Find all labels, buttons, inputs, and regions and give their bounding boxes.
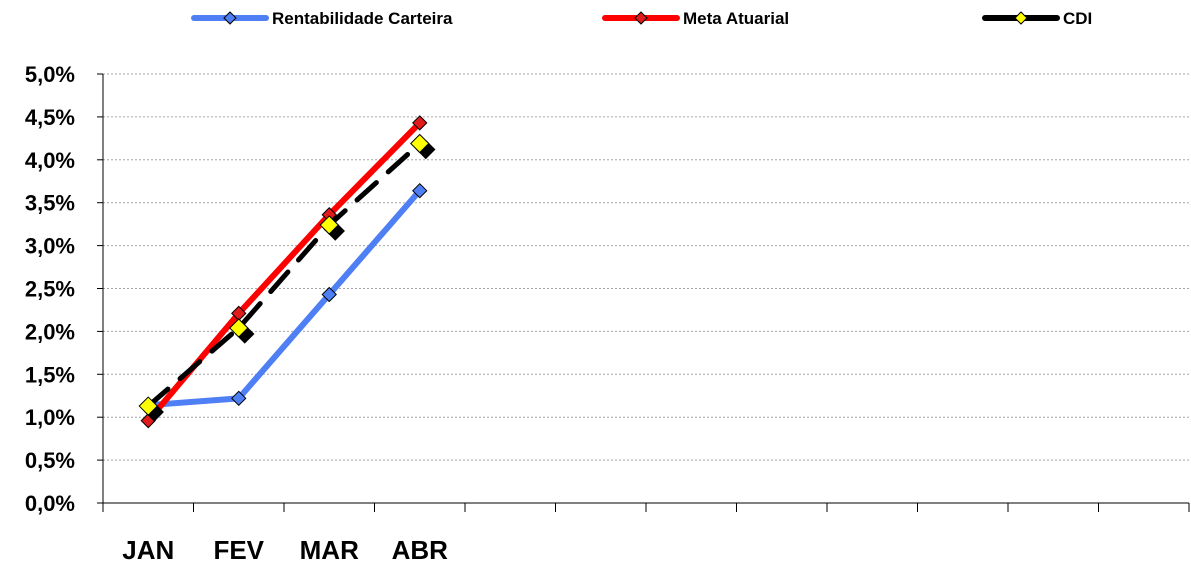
gridlines (103, 73, 1189, 461)
y-tick-label: 1,0% (25, 405, 75, 430)
legend-label: Meta Atuarial (683, 9, 789, 28)
series-line (145, 120, 422, 423)
legend-item: Rentabilidade Carteira (191, 9, 453, 28)
series-line (145, 140, 423, 409)
y-tick-label: 3,5% (25, 191, 75, 216)
data-point (229, 318, 249, 338)
x-tick-label: FEV (213, 535, 264, 562)
series-2 (138, 133, 436, 422)
legend-label: CDI (1063, 9, 1092, 28)
data-point (410, 133, 430, 154)
legend-marker (634, 11, 648, 25)
data-point (321, 286, 337, 303)
x-axis-tick-labels: JAN FEV MAR ABR (122, 535, 448, 562)
y-tick-label: 2,5% (25, 277, 75, 302)
series-layer (138, 115, 436, 429)
legend-label: Rentabilidade Carteira (272, 9, 453, 28)
data-point (412, 115, 428, 131)
x-tick-label: MAR (300, 535, 359, 562)
y-tick-label: 5,0% (25, 62, 75, 87)
y-tick-label: 2,0% (25, 319, 75, 344)
legend-marker (1014, 11, 1028, 25)
y-tick-label: 0,0% (25, 491, 75, 516)
x-tick-label: JAN (122, 535, 174, 562)
data-point (231, 390, 247, 407)
data-point (319, 215, 339, 235)
data-point (138, 396, 158, 416)
y-tick-label: 0,5% (25, 448, 75, 473)
data-point (412, 182, 428, 199)
y-tick-label: 4,5% (25, 105, 75, 130)
series-line (148, 188, 423, 409)
y-tick-label: 1,5% (25, 362, 75, 387)
y-tick-label: 3,0% (25, 234, 75, 259)
y-axis-tick-labels: 0,0% 0,5% 1,0% 1,5% 2,0% 2,5% 3,0% 3,5% 4,0% 4,5%… (25, 62, 75, 516)
y-tick-label: 4,0% (25, 148, 75, 173)
series-1 (140, 115, 428, 429)
legend-marker (223, 11, 237, 25)
legend-item: Meta Atuarial (602, 9, 789, 28)
x-tick-label: ABR (392, 535, 449, 562)
legend: Rentabilidade Carteira Meta Atuarial CDI (191, 9, 1092, 28)
legend-item: CDI (982, 9, 1092, 28)
axes (97, 73, 1190, 512)
